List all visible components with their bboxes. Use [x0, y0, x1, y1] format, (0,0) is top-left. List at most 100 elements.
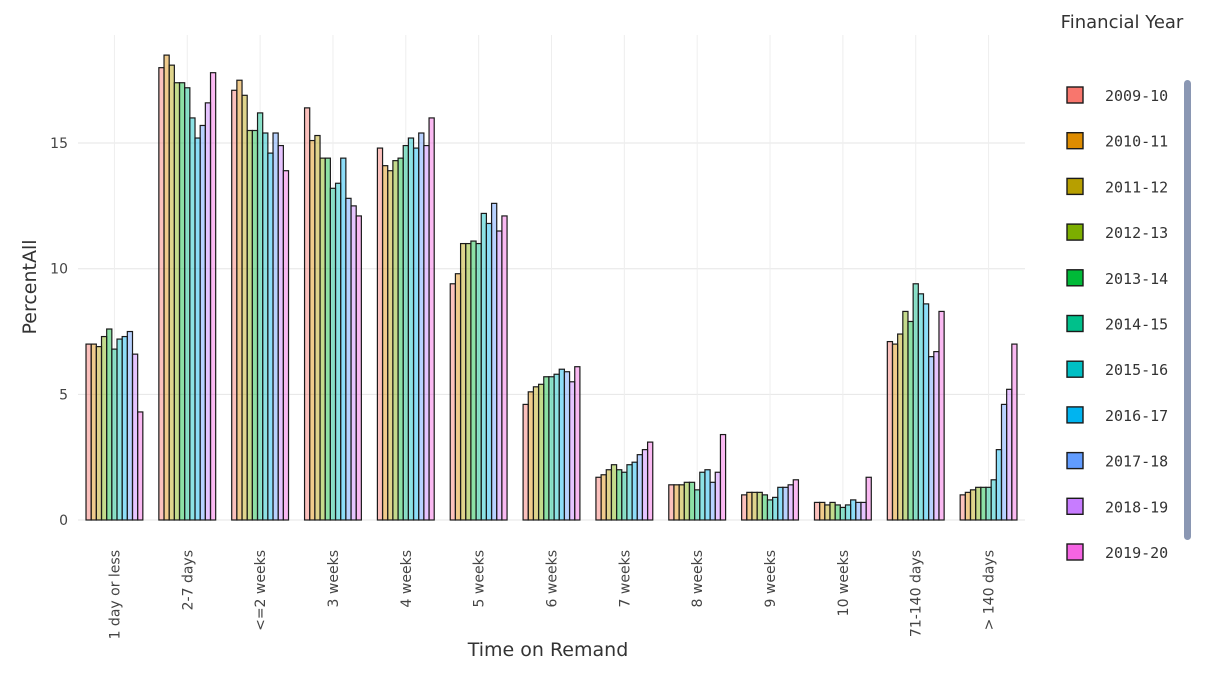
legend-swatch[interactable]: [1066, 314, 1084, 333]
bar[interactable]: [543, 376, 550, 521]
bar[interactable]: [392, 160, 399, 521]
bar[interactable]: [907, 320, 914, 521]
bar[interactable]: [454, 273, 462, 521]
bar[interactable]: [350, 205, 357, 521]
legend-label[interactable]: 2017-18: [1105, 453, 1168, 471]
bar[interactable]: [262, 132, 269, 521]
bar[interactable]: [178, 82, 186, 521]
bar[interactable]: [964, 491, 972, 521]
bar[interactable]: [824, 504, 831, 521]
legend-swatch[interactable]: [1066, 86, 1084, 104]
bar[interactable]: [600, 474, 607, 521]
legend[interactable]: Financial Year 2009-10 2010-11 2011-12 2012…: [1061, 12, 1191, 562]
bar[interactable]: [897, 333, 904, 521]
bar[interactable]: [407, 137, 415, 521]
bar[interactable]: [168, 64, 175, 521]
bar[interactable]: [475, 242, 482, 521]
bar[interactable]: [787, 484, 794, 521]
legend-label[interactable]: 2013-14: [1105, 270, 1168, 288]
bar[interactable]: [116, 338, 123, 521]
bar[interactable]: [548, 376, 555, 521]
bar[interactable]: [90, 343, 97, 521]
bar[interactable]: [194, 137, 201, 521]
bar[interactable]: [938, 310, 945, 521]
bar[interactable]: [121, 335, 128, 521]
bar[interactable]: [95, 346, 103, 521]
bar[interactable]: [829, 501, 836, 521]
bar[interactable]: [933, 351, 940, 521]
bar[interactable]: [902, 310, 909, 521]
legend-swatch[interactable]: [1066, 269, 1084, 287]
bar[interactable]: [568, 381, 576, 521]
bar[interactable]: [485, 222, 493, 521]
bar[interactable]: [412, 147, 420, 521]
bar[interactable]: [595, 476, 602, 521]
bar[interactable]: [532, 386, 540, 521]
bar[interactable]: [100, 335, 108, 521]
bar[interactable]: [756, 491, 763, 521]
bar[interactable]: [324, 157, 331, 521]
legend-swatch[interactable]: [1066, 497, 1084, 515]
bar[interactable]: [246, 129, 253, 521]
bar[interactable]: [819, 501, 826, 521]
legend-swatch[interactable]: [1066, 543, 1084, 561]
bar[interactable]: [741, 494, 748, 521]
bar[interactable]: [381, 165, 389, 521]
bar[interactable]: [209, 72, 217, 521]
bar[interactable]: [314, 134, 321, 521]
bar[interactable]: [860, 501, 867, 521]
legend-label[interactable]: 2019-20: [1105, 544, 1168, 562]
legend-swatch[interactable]: [1066, 360, 1084, 378]
bar[interactable]: [761, 494, 769, 521]
legend-scrollbar[interactable]: [1184, 80, 1191, 540]
bar[interactable]: [376, 147, 384, 521]
bar[interactable]: [340, 157, 347, 521]
bar[interactable]: [714, 471, 722, 521]
bar[interactable]: [673, 484, 680, 521]
bar[interactable]: [334, 182, 342, 521]
bar[interactable]: [459, 242, 467, 521]
bar[interactable]: [137, 411, 144, 521]
bar[interactable]: [345, 197, 352, 521]
bar[interactable]: [641, 449, 649, 521]
bar[interactable]: [912, 283, 919, 521]
bar[interactable]: [256, 112, 264, 521]
bar[interactable]: [605, 469, 613, 521]
bar[interactable]: [668, 484, 675, 521]
bar[interactable]: [855, 501, 862, 521]
legend-swatch[interactable]: [1066, 451, 1084, 470]
bar[interactable]: [199, 124, 206, 521]
bar[interactable]: [928, 356, 935, 521]
bar[interactable]: [418, 132, 425, 521]
legend-label[interactable]: 2011-12: [1105, 178, 1168, 196]
legend-label[interactable]: 2012-13: [1105, 224, 1168, 242]
bar[interactable]: [111, 348, 118, 521]
bar[interactable]: [522, 403, 529, 521]
legend-label[interactable]: 2016-17: [1105, 407, 1168, 425]
bar[interactable]: [397, 157, 404, 521]
bar[interactable]: [631, 461, 638, 521]
bar[interactable]: [173, 82, 181, 521]
bar[interactable]: [496, 230, 503, 521]
bar[interactable]: [678, 484, 685, 521]
bar[interactable]: [241, 94, 248, 521]
bar[interactable]: [563, 371, 571, 521]
bar[interactable]: [969, 489, 977, 521]
bar[interactable]: [891, 343, 899, 521]
bar[interactable]: [975, 486, 982, 521]
bar[interactable]: [792, 479, 800, 521]
bar[interactable]: [646, 441, 654, 521]
bar[interactable]: [704, 469, 711, 521]
bar[interactable]: [959, 494, 966, 521]
bar[interactable]: [766, 499, 774, 521]
bar[interactable]: [626, 464, 633, 521]
bar[interactable]: [850, 499, 857, 521]
bar[interactable]: [699, 471, 706, 521]
legend-swatch[interactable]: [1066, 177, 1084, 196]
bar[interactable]: [319, 157, 326, 521]
bar[interactable]: [917, 293, 925, 521]
bar[interactable]: [834, 504, 841, 521]
bar[interactable]: [1006, 388, 1013, 521]
legend-label[interactable]: 2010-11: [1105, 133, 1168, 151]
bar[interactable]: [1000, 403, 1008, 521]
